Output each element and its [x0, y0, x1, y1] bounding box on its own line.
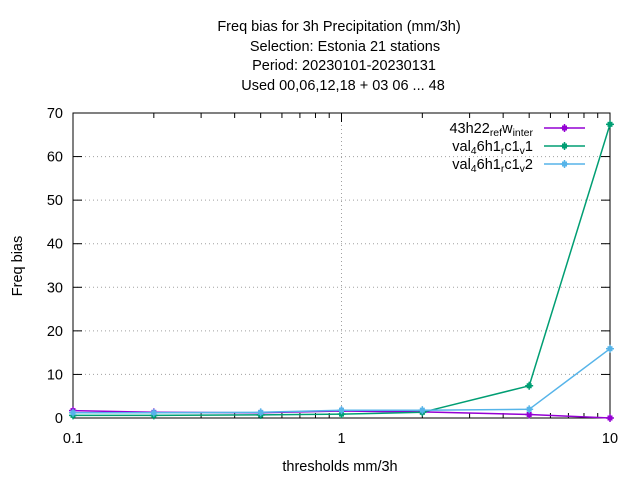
- data-point: [606, 120, 614, 129]
- legend-entry-1: 43h22refwinter: [449, 121, 585, 139]
- legend-label-part: val: [452, 157, 471, 173]
- marker-box: [562, 125, 567, 131]
- legend-label-part: c1: [504, 157, 519, 173]
- series-3: [69, 344, 614, 417]
- data-point: [606, 414, 614, 422]
- marker-box: [526, 383, 532, 389]
- data-point: [256, 408, 265, 417]
- y-tick-label: 0: [55, 411, 63, 427]
- data-point: [69, 408, 77, 417]
- title-line-4: Used 00,06,12,18 + 03 06 ... 48: [241, 78, 445, 94]
- y-axis-label: Freq bias: [10, 236, 26, 296]
- x-tick-label: 0.1: [63, 431, 83, 447]
- data-point: [525, 381, 534, 390]
- legend-label-part: w: [501, 121, 513, 137]
- legend-label-part: 6h1: [477, 157, 501, 173]
- legend-label: val46h1rc1v1: [452, 139, 533, 157]
- data-point: [525, 405, 534, 414]
- title-line-3: Period: 20230101-20230131: [252, 58, 436, 74]
- marker-box: [151, 410, 157, 416]
- legend-entry-2: val46h1rc1v1: [452, 139, 585, 157]
- legend-label-part: c1: [504, 139, 519, 155]
- marker-box: [562, 161, 567, 167]
- marker-box: [526, 406, 532, 412]
- legend-sample-marker: [560, 160, 569, 168]
- marker-box: [526, 412, 532, 418]
- y-tick-label: 70: [47, 106, 63, 122]
- legend-label-part: 43h22: [449, 121, 489, 137]
- y-tick-label: 10: [47, 367, 63, 383]
- title-line-1: Freq bias for 3h Precipitation (mm/3h): [217, 19, 460, 35]
- marker-box: [70, 410, 76, 416]
- y-tick-label: 50: [47, 193, 63, 209]
- marker-box: [607, 415, 613, 421]
- legend-sample-marker: [560, 142, 569, 150]
- y-tick-label: 30: [47, 280, 63, 296]
- marker-box: [607, 121, 613, 127]
- legend-label-part: r: [501, 163, 505, 175]
- marker-box: [339, 407, 344, 413]
- title-line-2: Selection: Estonia 21 stations: [250, 39, 440, 55]
- legend-label-part: val: [452, 139, 471, 155]
- y-tick-label: 40: [47, 237, 63, 253]
- x-tick-label: 1: [337, 431, 345, 447]
- chart-title: Freq bias for 3h Precipitation (mm/3h) S…: [217, 19, 460, 94]
- data-point: [606, 344, 614, 353]
- legend-label-part: 2: [525, 157, 533, 173]
- legend-label-part: ref: [490, 127, 502, 139]
- legend-entry-3: val46h1rc1v2: [452, 157, 585, 175]
- y-tick-label: 20: [47, 324, 63, 340]
- data-series: [69, 120, 614, 422]
- marker-box: [607, 346, 613, 352]
- x-axis-label: thresholds mm/3h: [282, 459, 397, 475]
- legend-label-part: 4: [471, 163, 477, 175]
- data-point: [149, 408, 158, 417]
- data-point: [337, 406, 346, 415]
- legend-label: val46h1rc1v2: [452, 157, 533, 175]
- marker-box: [419, 407, 425, 413]
- legend-label-part: v: [520, 163, 526, 175]
- legend-label: 43h22refwinter: [449, 121, 533, 139]
- y-tick-label: 60: [47, 150, 63, 166]
- marker-box: [258, 409, 264, 415]
- legend-label-part: v: [520, 145, 526, 157]
- legend-label-part: inter: [513, 127, 534, 139]
- legend-label-part: 4: [471, 145, 477, 157]
- legend-label-part: 6h1: [477, 139, 501, 155]
- grid: [73, 113, 610, 418]
- legend-label-part: 1: [525, 139, 533, 155]
- x-tick-label: 10: [602, 431, 618, 447]
- marker-box: [562, 143, 567, 149]
- legend-label-part: r: [501, 145, 505, 157]
- legend-sample-marker: [560, 124, 569, 132]
- data-point: [418, 406, 427, 415]
